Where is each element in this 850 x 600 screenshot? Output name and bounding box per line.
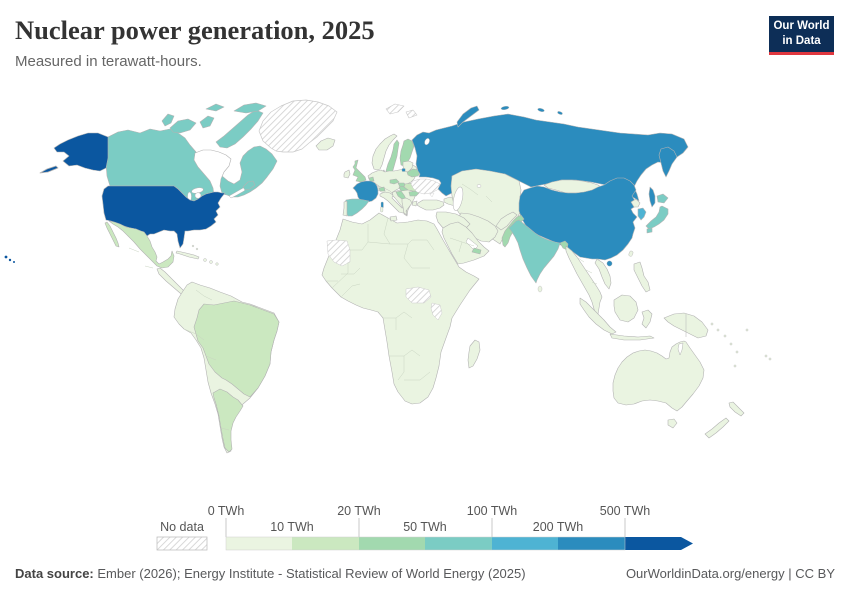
svg-text:20 TWh: 20 TWh	[337, 504, 381, 518]
svg-text:No data: No data	[160, 520, 204, 534]
svg-text:100 TWh: 100 TWh	[467, 504, 518, 518]
svg-text:500 TWh: 500 TWh	[600, 504, 651, 518]
svg-text:10 TWh: 10 TWh	[270, 520, 314, 534]
svg-text:0 TWh: 0 TWh	[208, 504, 245, 518]
svg-text:50 TWh: 50 TWh	[403, 520, 447, 534]
svg-text:200 TWh: 200 TWh	[533, 520, 584, 534]
